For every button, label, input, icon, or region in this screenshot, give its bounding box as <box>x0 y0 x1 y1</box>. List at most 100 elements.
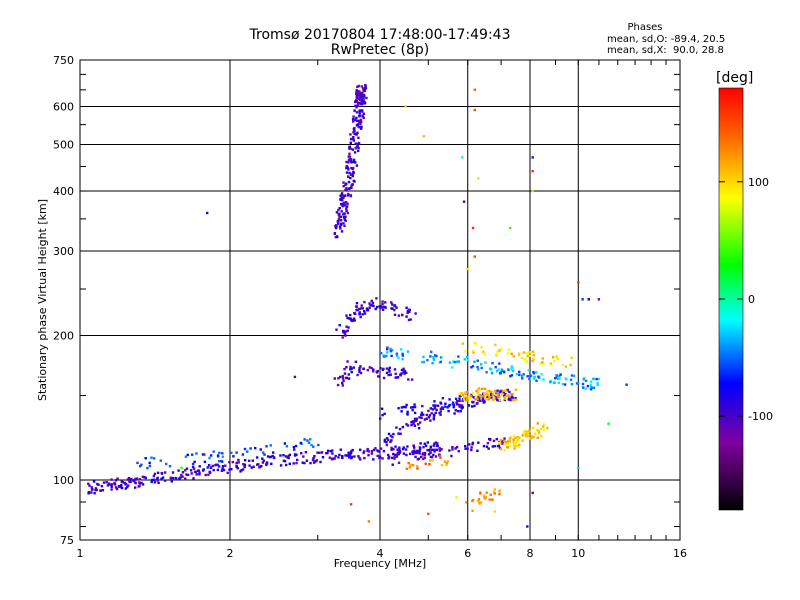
data-point <box>436 404 440 407</box>
data-point <box>400 406 403 409</box>
data-point <box>390 446 393 450</box>
data-point <box>218 451 221 455</box>
data-point <box>431 362 434 365</box>
data-point <box>455 445 459 449</box>
data-point <box>425 417 428 420</box>
data-point <box>363 312 367 315</box>
data-point <box>516 373 519 376</box>
data-point <box>344 215 347 218</box>
data-point <box>507 440 510 443</box>
data-point <box>171 476 175 480</box>
data-point <box>346 194 350 197</box>
data-point <box>331 452 334 455</box>
data-point <box>445 463 448 467</box>
data-point <box>341 456 344 459</box>
data-point <box>536 422 539 425</box>
data-point <box>311 458 315 462</box>
data-point <box>385 371 389 375</box>
data-point <box>362 99 365 102</box>
data-point <box>429 451 432 454</box>
data-point <box>512 438 515 441</box>
data-point <box>224 464 227 467</box>
data-point <box>482 401 485 404</box>
data-point <box>231 460 234 464</box>
data-point <box>263 453 266 456</box>
data-point <box>507 398 510 401</box>
data-point <box>113 483 117 486</box>
data-point <box>485 371 488 374</box>
data-point <box>388 366 391 369</box>
data-point <box>482 444 486 448</box>
data-point <box>390 448 393 451</box>
data-point <box>243 465 246 469</box>
data-point <box>380 407 384 410</box>
data-point <box>428 414 432 417</box>
data-point <box>347 192 350 196</box>
data-point <box>453 412 456 415</box>
data-point <box>383 412 386 415</box>
data-point <box>163 479 167 482</box>
data-point <box>124 483 127 486</box>
data-point <box>486 395 489 398</box>
data-point <box>469 394 472 398</box>
data-point <box>572 374 576 378</box>
data-point <box>357 455 360 458</box>
data-point <box>375 297 378 300</box>
data-point <box>404 105 407 108</box>
data-point <box>390 439 393 442</box>
data-point <box>531 189 534 193</box>
data-point <box>354 161 357 164</box>
data-point <box>358 313 361 316</box>
data-point <box>484 394 487 398</box>
data-point <box>282 454 285 457</box>
data-point <box>427 409 430 413</box>
data-point <box>433 407 437 410</box>
y-axis-label: Stationary phase Virtual Height [km] <box>36 199 49 401</box>
data-point <box>418 421 422 424</box>
data-point <box>346 329 349 332</box>
data-point <box>370 366 373 370</box>
data-point <box>353 132 356 135</box>
data-point <box>487 393 491 397</box>
data-point <box>320 451 324 454</box>
data-point <box>156 476 159 480</box>
data-point <box>480 366 483 370</box>
data-point <box>355 99 358 102</box>
data-point <box>333 377 336 380</box>
colorbar-tick-label: 100 <box>748 176 769 189</box>
data-point <box>405 306 408 309</box>
data-point <box>302 455 305 458</box>
data-point <box>221 455 224 458</box>
data-point <box>400 410 403 413</box>
data-point <box>508 437 512 440</box>
data-point <box>432 418 435 421</box>
data-point <box>509 444 512 448</box>
data-point <box>510 393 513 396</box>
data-point <box>367 520 371 523</box>
data-point <box>473 88 476 91</box>
data-point <box>531 156 534 159</box>
data-point <box>313 455 316 458</box>
data-point <box>140 463 143 466</box>
data-point <box>446 406 449 409</box>
colorbar-unit-label: [deg] <box>716 70 754 86</box>
data-point <box>303 438 306 441</box>
data-point <box>471 405 474 408</box>
data-point <box>138 484 141 488</box>
data-point <box>94 488 97 492</box>
data-point <box>454 360 457 364</box>
data-point <box>592 377 595 381</box>
y-tick-label: 300 <box>53 245 74 258</box>
data-point <box>348 317 351 320</box>
data-point <box>342 194 345 197</box>
data-point <box>549 380 552 384</box>
data-point <box>358 114 361 118</box>
data-point <box>470 448 473 452</box>
data-point <box>405 371 408 374</box>
data-point <box>395 352 399 355</box>
data-point <box>288 453 291 457</box>
data-point <box>466 359 469 362</box>
y-tick-label: 400 <box>53 185 74 198</box>
data-point <box>339 218 343 222</box>
data-point <box>129 480 132 483</box>
